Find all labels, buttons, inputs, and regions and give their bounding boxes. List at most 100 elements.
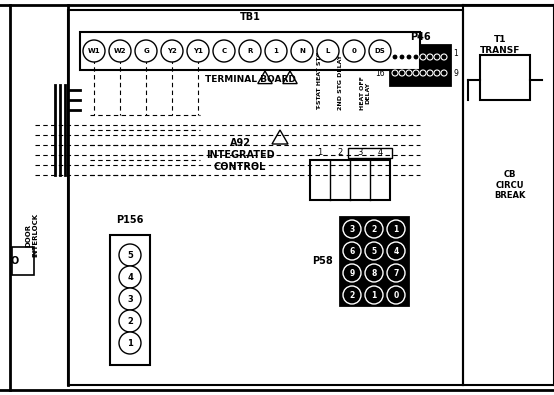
- Text: 0: 0: [352, 48, 356, 54]
- Text: 1: 1: [274, 48, 279, 54]
- Circle shape: [369, 40, 391, 62]
- Circle shape: [365, 286, 383, 304]
- Bar: [68, 10, 463, 385]
- Text: 7: 7: [393, 269, 399, 278]
- Polygon shape: [283, 71, 297, 84]
- Circle shape: [365, 220, 383, 238]
- Text: 2: 2: [337, 148, 342, 157]
- Text: Y1: Y1: [193, 48, 203, 54]
- Circle shape: [441, 54, 447, 60]
- Text: 1: 1: [371, 290, 377, 299]
- Circle shape: [392, 70, 398, 76]
- Circle shape: [213, 40, 235, 62]
- Circle shape: [119, 266, 141, 288]
- Circle shape: [119, 332, 141, 354]
- Circle shape: [427, 70, 433, 76]
- Text: O: O: [11, 256, 19, 266]
- Text: 5: 5: [371, 246, 377, 256]
- Text: Y2: Y2: [167, 48, 177, 54]
- Circle shape: [343, 286, 361, 304]
- Circle shape: [317, 40, 339, 62]
- Circle shape: [135, 40, 157, 62]
- Text: TERMINAL BOARD: TERMINAL BOARD: [204, 75, 295, 84]
- Text: N: N: [299, 48, 305, 54]
- Text: 3: 3: [350, 224, 355, 233]
- Bar: [348, 148, 392, 158]
- Text: P46: P46: [410, 32, 430, 42]
- Circle shape: [161, 40, 183, 62]
- Circle shape: [343, 40, 365, 62]
- Text: 0: 0: [393, 290, 399, 299]
- Circle shape: [265, 40, 287, 62]
- Text: 8: 8: [371, 269, 377, 278]
- Text: 6: 6: [350, 246, 355, 256]
- Polygon shape: [258, 71, 272, 84]
- Circle shape: [119, 244, 141, 266]
- Circle shape: [365, 264, 383, 282]
- Text: T1
TRANSF: T1 TRANSF: [480, 35, 520, 55]
- Circle shape: [119, 310, 141, 332]
- Circle shape: [413, 54, 419, 60]
- Circle shape: [427, 54, 433, 60]
- Circle shape: [387, 242, 405, 260]
- Text: 9: 9: [350, 269, 355, 278]
- Text: 2: 2: [127, 316, 133, 325]
- Circle shape: [343, 264, 361, 282]
- Circle shape: [343, 242, 361, 260]
- Circle shape: [119, 288, 141, 310]
- Text: W2: W2: [114, 48, 126, 54]
- Circle shape: [365, 242, 383, 260]
- Text: W1: W1: [88, 48, 100, 54]
- Text: 3: 3: [127, 295, 133, 303]
- Circle shape: [387, 264, 405, 282]
- Text: 1: 1: [127, 339, 133, 348]
- Circle shape: [406, 54, 412, 60]
- Text: R: R: [247, 48, 253, 54]
- Circle shape: [420, 54, 426, 60]
- Text: 8: 8: [380, 49, 385, 58]
- Text: 2ND STG DELAY: 2ND STG DELAY: [337, 55, 342, 110]
- Text: 1: 1: [453, 49, 458, 58]
- Text: 4: 4: [377, 148, 383, 157]
- Text: 1: 1: [317, 148, 322, 157]
- Text: 1: 1: [393, 224, 399, 233]
- Bar: [110, 235, 150, 365]
- Text: 4: 4: [127, 273, 133, 282]
- Text: A92
INTEGRATED
CONTROL: A92 INTEGRATED CONTROL: [206, 138, 274, 171]
- Text: 2: 2: [371, 224, 377, 233]
- Text: 2: 2: [350, 290, 355, 299]
- Bar: [12, 247, 34, 275]
- Circle shape: [399, 54, 405, 60]
- Circle shape: [406, 70, 412, 76]
- Text: CB
CIRCU
BREAK: CB CIRCU BREAK: [494, 170, 526, 200]
- Circle shape: [291, 40, 313, 62]
- Circle shape: [420, 70, 426, 76]
- Circle shape: [387, 286, 405, 304]
- Bar: [340, 217, 408, 305]
- Circle shape: [343, 220, 361, 238]
- Text: P58: P58: [312, 256, 332, 266]
- Text: 9: 9: [453, 68, 458, 77]
- Circle shape: [83, 40, 105, 62]
- Circle shape: [187, 40, 209, 62]
- Circle shape: [109, 40, 131, 62]
- Text: 3: 3: [357, 148, 363, 157]
- Circle shape: [387, 220, 405, 238]
- Bar: [310, 160, 390, 200]
- Text: C: C: [222, 48, 227, 54]
- Text: TB1: TB1: [239, 12, 260, 22]
- Text: HEAT OFF
DELAY: HEAT OFF DELAY: [360, 76, 371, 110]
- Circle shape: [413, 70, 419, 76]
- Text: DOOR
INTERLOCK: DOOR INTERLOCK: [25, 213, 38, 257]
- Text: 5: 5: [127, 250, 133, 260]
- Text: L: L: [326, 48, 330, 54]
- Bar: [390, 45, 450, 85]
- Circle shape: [392, 54, 398, 60]
- Text: P156: P156: [116, 215, 143, 225]
- Circle shape: [434, 70, 440, 76]
- Circle shape: [441, 70, 447, 76]
- Bar: [80, 32, 420, 70]
- Polygon shape: [272, 130, 288, 144]
- Text: 4: 4: [393, 246, 399, 256]
- Bar: [480, 55, 530, 100]
